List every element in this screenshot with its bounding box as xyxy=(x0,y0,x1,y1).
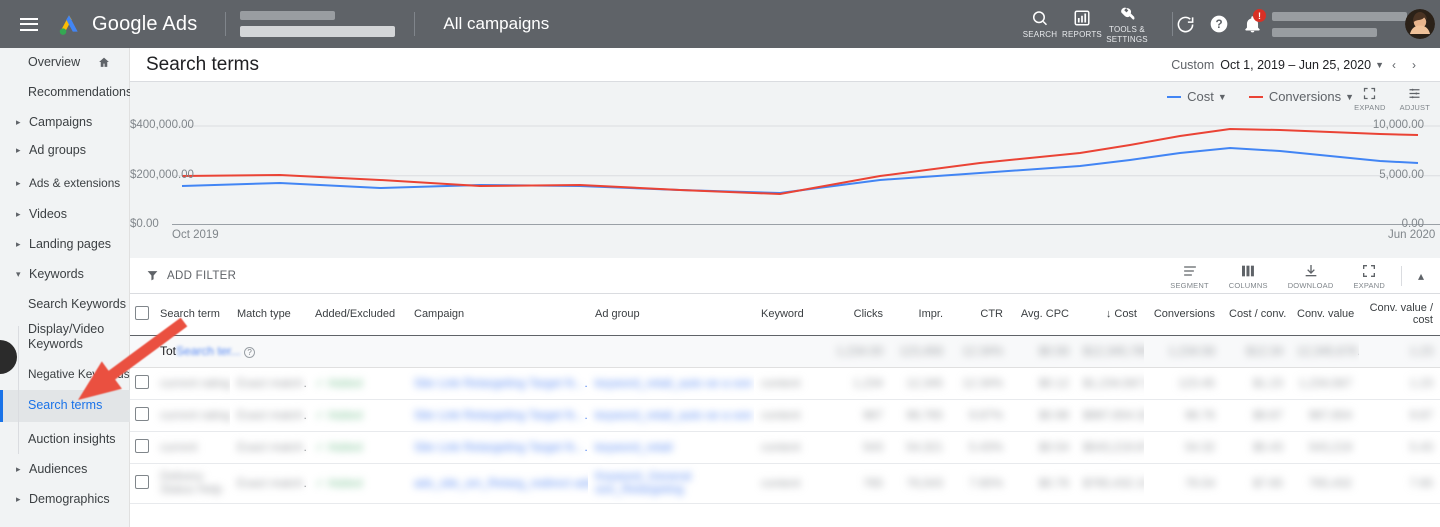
svg-text:?: ? xyxy=(1215,18,1222,31)
